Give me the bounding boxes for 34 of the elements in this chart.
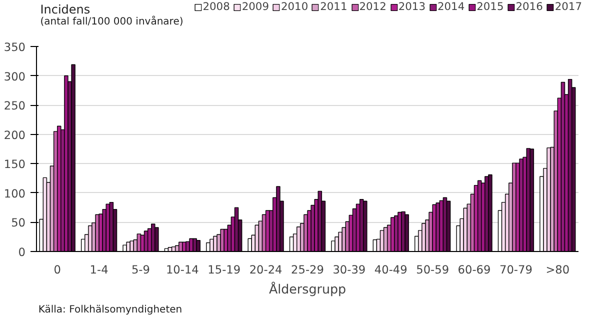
legend-label: 2010 [281,0,308,13]
y-tick-label: 300 [4,69,26,84]
x-tick-label: 25-29 [291,262,324,276]
x-tick-label: 50-59 [416,262,450,276]
legend-label: 2013 [398,0,426,13]
x-tick-label: 30-39 [332,262,366,276]
text: Källa: Folkhälsomyndigheten [38,304,182,316]
y-tick-label: 200 [4,128,26,142]
y-tick-label: 100 [4,186,26,200]
legend-label: 2011 [320,0,348,13]
legend-label: 2014 [438,0,465,13]
y-tick-label: 50 [11,216,26,230]
y-tick-label: 250 [4,98,26,113]
x-tick-label: 10-14 [166,262,199,276]
legend-label: 2009 [242,0,269,13]
legend-label: 2012 [359,0,386,13]
x-tick-label: 0 [54,262,61,276]
x-tick-label: >80 [546,262,570,276]
y-tick-label: 150 [4,157,26,172]
legend-label: 2017 [554,0,582,13]
y-tick-label: 0 [18,245,26,259]
y-tick-label: 350 [4,40,26,54]
x-tick-label: 1-4 [90,262,108,276]
x-tick-label: 5-9 [131,262,150,276]
x-tick-label: 60-69 [458,262,491,276]
x-axis-title: Åldersgrupp [268,282,346,296]
legend-label: 2016 [516,0,543,13]
x-tick-label: 20-24 [249,262,282,276]
y-axis-title: Incidens (antal fall/100 000 invånare) [40,2,184,28]
legend-label: 2008 [202,0,230,13]
legend-label: 2015 [476,0,504,13]
x-tick-label: 70-79 [500,262,532,276]
x-tick-label: 15-19 [208,262,241,276]
x-tick-label: 40-49 [374,262,408,276]
